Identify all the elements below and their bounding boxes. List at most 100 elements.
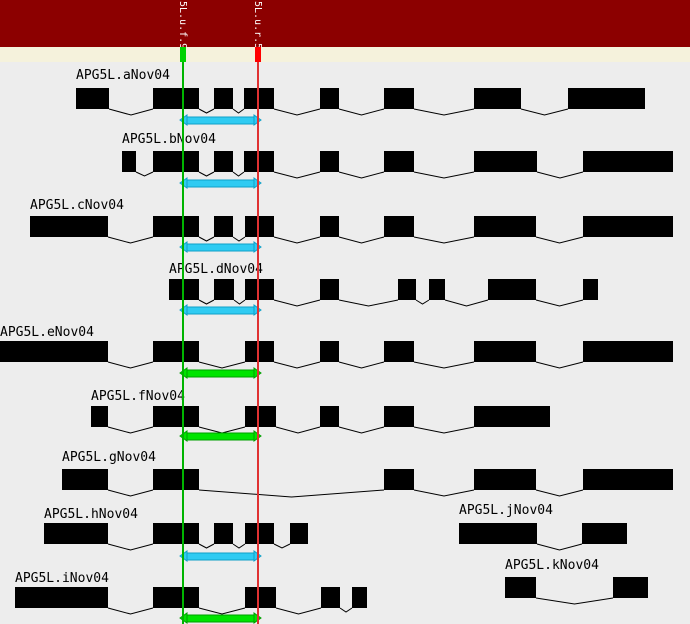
exon[interactable] [244, 151, 274, 172]
exon[interactable] [583, 216, 673, 237]
transcript-label[interactable]: APG5L.cNov04 [30, 198, 124, 213]
exon[interactable] [320, 88, 339, 109]
exon[interactable] [153, 216, 199, 237]
exon[interactable] [613, 577, 648, 598]
exon[interactable] [15, 587, 108, 608]
transcript-label[interactable]: APG5L.fNov04 [91, 389, 185, 404]
exon[interactable] [352, 587, 367, 608]
exon[interactable] [214, 279, 234, 300]
transcript-label[interactable]: APG5L.iNov04 [15, 571, 109, 586]
exon[interactable] [245, 587, 276, 608]
transcript-APG5L.hNov04: APG5L.hNov04 [44, 507, 308, 562]
exon[interactable] [474, 151, 537, 172]
exon[interactable] [214, 523, 233, 544]
primer-span-bar-body[interactable] [185, 552, 256, 561]
exon[interactable] [320, 341, 339, 362]
exon[interactable] [384, 469, 414, 490]
primer-span-bar[interactable] [179, 304, 262, 316]
exon[interactable] [320, 151, 339, 172]
exon[interactable] [153, 88, 199, 109]
primer-tick[interactable] [180, 47, 186, 62]
primer-span-bar-body[interactable] [185, 432, 256, 441]
exon[interactable] [505, 577, 536, 598]
exon[interactable] [44, 523, 108, 544]
exon[interactable] [320, 216, 339, 237]
primer-span-bar[interactable] [179, 550, 262, 562]
exon[interactable] [321, 587, 340, 608]
exon[interactable] [214, 151, 233, 172]
primer-marker-label-r5[interactable]: 5L.u.r.5 [252, 1, 263, 47]
transcript-APG5L.iNov04: APG5L.iNov04 [15, 571, 367, 624]
transcript-label[interactable]: APG5L.dNov04 [169, 262, 263, 277]
exon[interactable] [244, 88, 274, 109]
exon[interactable] [153, 341, 199, 362]
exon[interactable] [583, 469, 673, 490]
exon[interactable] [122, 151, 136, 172]
primer-span-bar[interactable] [179, 241, 262, 253]
exon[interactable] [474, 88, 521, 109]
primer-marker-label-f9[interactable]: 5L.u.f.9 [177, 1, 188, 47]
exon[interactable] [384, 216, 414, 237]
exon[interactable] [384, 151, 414, 172]
intron-line [338, 108, 385, 116]
primer-span-bar-body[interactable] [185, 179, 256, 188]
exon[interactable] [153, 523, 199, 544]
primer-span-bar-body[interactable] [185, 369, 256, 378]
exon[interactable] [245, 216, 274, 237]
exon[interactable] [214, 216, 233, 237]
exon[interactable] [245, 406, 276, 427]
exon[interactable] [62, 469, 108, 490]
primer-span-bar-body[interactable] [185, 306, 256, 315]
primer-span-bar[interactable] [179, 367, 262, 379]
primer-span-bar[interactable] [179, 177, 262, 189]
exon[interactable] [214, 88, 233, 109]
exon[interactable] [474, 216, 536, 237]
exon[interactable] [582, 523, 627, 544]
exon[interactable] [153, 151, 199, 172]
exon[interactable] [474, 341, 536, 362]
exon[interactable] [91, 406, 108, 427]
transcript-label[interactable]: APG5L.eNov04 [0, 325, 94, 340]
exon[interactable] [474, 469, 536, 490]
intron-line [107, 361, 154, 369]
exon[interactable] [0, 341, 108, 362]
transcript-label[interactable]: APG5L.gNov04 [62, 450, 156, 465]
exon[interactable] [290, 523, 308, 544]
transcript-label[interactable]: APG5L.hNov04 [44, 507, 138, 522]
primer-span-bar[interactable] [179, 114, 262, 126]
exon[interactable] [245, 523, 274, 544]
primer-span-bar-body[interactable] [185, 243, 256, 252]
exon[interactable] [384, 406, 414, 427]
transcript-label[interactable]: APG5L.bNov04 [122, 132, 216, 147]
exon[interactable] [429, 279, 445, 300]
exon[interactable] [30, 216, 108, 237]
exon[interactable] [583, 151, 673, 172]
exon[interactable] [153, 469, 199, 490]
exon[interactable] [169, 279, 199, 300]
transcript-label[interactable]: APG5L.jNov04 [459, 503, 553, 518]
primer-span-bar[interactable] [179, 430, 262, 442]
exon[interactable] [320, 406, 339, 427]
primer-span-bar-body[interactable] [185, 116, 256, 125]
exon[interactable] [384, 88, 414, 109]
exon[interactable] [245, 341, 274, 362]
exon[interactable] [398, 279, 416, 300]
transcript-label[interactable]: APG5L.aNov04 [76, 68, 170, 83]
exon[interactable] [488, 279, 536, 300]
exon[interactable] [153, 587, 199, 608]
primer-span-bar[interactable] [179, 612, 262, 624]
exon[interactable] [153, 406, 199, 427]
exon[interactable] [583, 341, 673, 362]
exon[interactable] [245, 279, 274, 300]
exon[interactable] [459, 523, 537, 544]
intron-line [413, 426, 475, 434]
exon[interactable] [474, 406, 550, 427]
exon[interactable] [76, 88, 109, 109]
exon[interactable] [583, 279, 598, 300]
transcript-label[interactable]: APG5L.kNov04 [505, 558, 599, 573]
exon[interactable] [568, 88, 645, 109]
primer-tick[interactable] [255, 47, 261, 62]
exon[interactable] [384, 341, 414, 362]
primer-span-bar-body[interactable] [185, 614, 256, 623]
exon[interactable] [320, 279, 339, 300]
